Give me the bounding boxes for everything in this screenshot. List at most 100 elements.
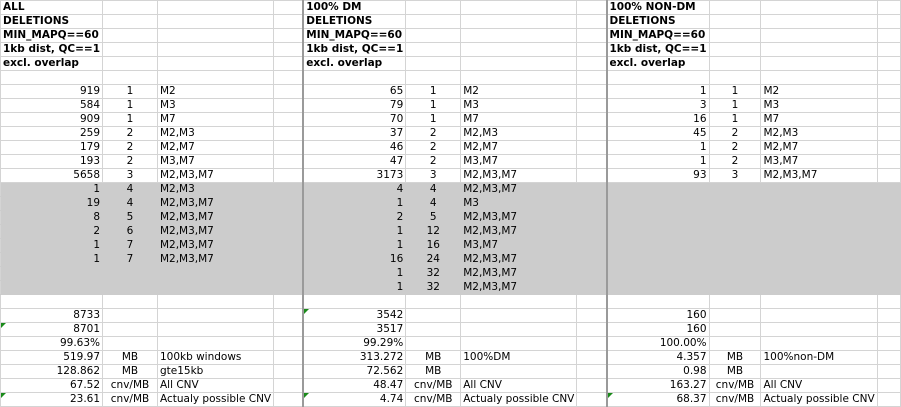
count-cell[interactable]	[605, 224, 710, 239]
summary-unit-cell[interactable]	[709, 336, 762, 351]
cell[interactable]	[302, 70, 407, 85]
cell[interactable]	[877, 168, 901, 183]
count-cell[interactable]: 1	[605, 154, 710, 169]
group-cell[interactable]: M2,M3	[760, 126, 878, 141]
count-cell[interactable]: 16	[302, 252, 407, 267]
cell[interactable]	[273, 112, 304, 127]
samples-cell[interactable]: 2	[709, 154, 762, 169]
samples-cell[interactable]	[709, 224, 762, 239]
summary-label-cell[interactable]	[460, 336, 578, 351]
cell[interactable]	[460, 70, 578, 85]
summary-label-cell[interactable]: All CNV	[157, 378, 275, 393]
summary-label-cell[interactable]	[157, 322, 275, 337]
samples-cell[interactable]: 2	[405, 154, 462, 169]
summary-unit-cell[interactable]: MB	[709, 350, 762, 365]
count-cell[interactable]: 2	[302, 210, 407, 225]
summary-value-cell[interactable]: 160	[605, 308, 710, 323]
group-cell[interactable]	[760, 252, 878, 267]
cell[interactable]	[576, 196, 607, 211]
group-cell[interactable]: M2,M3,M7	[760, 168, 878, 183]
cell[interactable]	[709, 42, 762, 57]
group-cell[interactable]	[760, 210, 878, 225]
summary-value-cell[interactable]: 67.52	[0, 378, 104, 393]
cell[interactable]	[405, 70, 462, 85]
summary-value-cell[interactable]: 8733	[0, 308, 104, 323]
cell[interactable]	[576, 0, 607, 15]
cell[interactable]	[273, 42, 304, 57]
cell[interactable]	[460, 294, 578, 309]
group-cell[interactable]: M2,M3,M7	[460, 210, 578, 225]
summary-label-cell[interactable]: All CNV	[760, 378, 878, 393]
cell[interactable]	[877, 224, 901, 239]
cell[interactable]	[273, 196, 304, 211]
cell[interactable]	[760, 14, 878, 29]
group-cell[interactable]: M2,M3,M7	[460, 280, 578, 295]
summary-label-cell[interactable]	[760, 336, 878, 351]
count-cell[interactable]: 16	[605, 112, 710, 127]
summary-unit-cell[interactable]: cnv/MB	[405, 392, 462, 407]
header-cell[interactable]: 1kb dist, QC==1	[605, 42, 710, 57]
cell[interactable]	[273, 294, 304, 309]
samples-cell[interactable]: 2	[405, 140, 462, 155]
count-cell[interactable]: 65	[302, 84, 407, 99]
cell[interactable]	[273, 126, 304, 141]
count-cell[interactable]: 193	[0, 154, 104, 169]
count-cell[interactable]: 1	[0, 238, 104, 253]
samples-cell[interactable]: 24	[405, 252, 462, 267]
cell[interactable]	[877, 154, 901, 169]
group-cell[interactable]: M2,M3,M7	[460, 266, 578, 281]
summary-label-cell[interactable]: gte15kb	[157, 364, 275, 379]
samples-cell[interactable]: 1	[102, 112, 158, 127]
cell[interactable]	[877, 70, 901, 85]
count-cell[interactable]: 47	[302, 154, 407, 169]
summary-unit-cell[interactable]	[102, 336, 158, 351]
samples-cell[interactable]: 4	[405, 182, 462, 197]
samples-cell[interactable]: 2	[709, 126, 762, 141]
summary-label-cell[interactable]	[460, 308, 578, 323]
group-cell[interactable]: M2,M3,M7	[460, 224, 578, 239]
count-cell[interactable]	[0, 266, 104, 281]
group-cell[interactable]: M2,M3	[157, 182, 275, 197]
cell[interactable]	[273, 84, 304, 99]
cell[interactable]	[877, 238, 901, 253]
summary-unit-cell[interactable]: MB	[102, 364, 158, 379]
cell[interactable]	[273, 308, 304, 323]
cell[interactable]	[576, 280, 607, 295]
cell[interactable]	[576, 294, 607, 309]
summary-unit-cell[interactable]: MB	[102, 350, 158, 365]
cell[interactable]	[576, 336, 607, 351]
cell[interactable]	[877, 266, 901, 281]
cell[interactable]	[273, 70, 304, 85]
cell[interactable]	[273, 210, 304, 225]
summary-unit-cell[interactable]: cnv/MB	[709, 392, 762, 407]
cell[interactable]	[460, 56, 578, 71]
summary-value-cell[interactable]: 0.98	[605, 364, 710, 379]
cell[interactable]	[576, 154, 607, 169]
samples-cell[interactable]: 32	[405, 266, 462, 281]
group-cell[interactable]: M2,M3,M7	[157, 252, 275, 267]
count-cell[interactable]: 45	[605, 126, 710, 141]
summary-unit-cell[interactable]	[102, 308, 158, 323]
summary-value-cell[interactable]: 313.272	[302, 350, 407, 365]
cell[interactable]	[576, 14, 607, 29]
samples-cell[interactable]: 1	[405, 84, 462, 99]
cell[interactable]	[877, 350, 901, 365]
group-cell[interactable]	[760, 224, 878, 239]
summary-unit-cell[interactable]: MB	[405, 364, 462, 379]
group-cell[interactable]: M3	[760, 98, 878, 113]
samples-cell[interactable]: 1	[405, 112, 462, 127]
cell[interactable]	[877, 294, 901, 309]
group-cell[interactable]: M2	[760, 84, 878, 99]
count-cell[interactable]: 93	[605, 168, 710, 183]
cell[interactable]	[273, 378, 304, 393]
summary-unit-cell[interactable]: cnv/MB	[102, 378, 158, 393]
cell[interactable]	[273, 182, 304, 197]
group-cell[interactable]: M2,M7	[460, 140, 578, 155]
summary-value-cell[interactable]: 99.29%	[302, 336, 407, 351]
summary-label-cell[interactable]: 100kb windows	[157, 350, 275, 365]
cell[interactable]	[576, 322, 607, 337]
count-cell[interactable]	[0, 280, 104, 295]
summary-value-cell[interactable]: 23.61	[0, 392, 104, 407]
cell[interactable]	[877, 378, 901, 393]
cell[interactable]	[877, 126, 901, 141]
